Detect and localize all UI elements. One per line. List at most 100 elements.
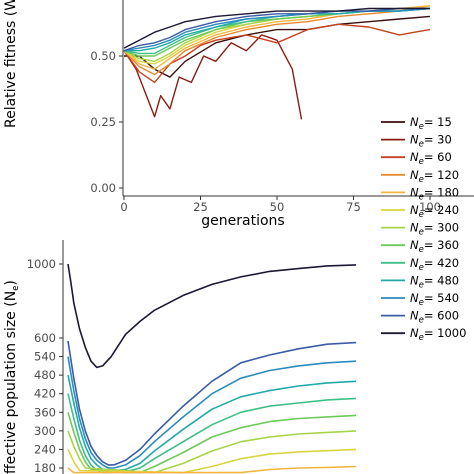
population-y-tick-label: 480	[34, 368, 56, 382]
legend-label-prefix: N	[410, 133, 419, 147]
legend-label-prefix: N	[410, 203, 419, 217]
fitness-series-line-3	[123, 5, 431, 76]
population-y-tick-label: 300	[34, 424, 56, 438]
population-y-tick-label: 360	[34, 405, 56, 419]
population-y-axis-label-text: ffective population size (N	[3, 291, 19, 474]
legend-label-prefix: N	[410, 326, 419, 340]
legend-label-sub: e	[419, 192, 424, 202]
legend-label-sub: e	[419, 175, 424, 185]
fitness-series-line-11	[123, 7, 430, 52]
fitness-x-tick-label: 0	[120, 200, 127, 214]
fitness-x-tick-label: 100	[419, 200, 441, 214]
legend-label-prefix: N	[410, 291, 419, 305]
legend-label-value: = 540	[424, 291, 459, 305]
fitness-y-axis-label: Relative fitness (W	[3, 0, 19, 128]
population-series-line-1	[67, 340, 357, 466]
legend-label: Ne= 600	[410, 309, 459, 326]
legend-label-value: = 120	[424, 168, 459, 182]
population-series-line-7	[67, 448, 357, 474]
legend-label-value: = 300	[424, 221, 459, 235]
legend-label-value: = 420	[424, 256, 459, 270]
fitness-y-tick-label: 0.50	[90, 49, 116, 63]
fitness-series-group	[123, 5, 431, 120]
legend-item: Ne= 540	[381, 291, 459, 308]
legend-label-value: = 360	[424, 238, 459, 252]
legend-item: Ne= 60	[381, 150, 452, 167]
legend-label-prefix: N	[410, 115, 419, 129]
population-y-tick-label: 1000	[27, 257, 56, 271]
legend-item: Ne= 180	[381, 185, 459, 202]
population-y-tick-label: 600	[34, 331, 56, 345]
fitness-series-line-0	[124, 15, 431, 78]
fitness-series-line-1	[123, 34, 303, 120]
legend-label-sub: e	[419, 122, 424, 132]
population-series-line-8	[67, 465, 357, 474]
population-y-tick-label: 240	[34, 442, 56, 456]
legend-label-sub: e	[419, 263, 424, 273]
population-y-tick-label: 420	[34, 387, 56, 401]
legend-label-value: = 15	[424, 115, 452, 129]
legend-label-prefix: N	[410, 221, 419, 235]
legend-label-value: = 480	[424, 273, 459, 287]
legend-label-sub: e	[419, 228, 424, 238]
legend-label-prefix: N	[410, 168, 419, 182]
legend-label-sub: e	[419, 140, 424, 150]
legend-item: Ne= 600	[381, 309, 459, 326]
fitness-x-ticks: 0 25 50 75 100	[120, 196, 441, 214]
legend-label-prefix: N	[410, 238, 419, 252]
population-panel: 1000 600 540 480 420 360 300 240 180 ffective po…	[3, 240, 357, 474]
legend-label-prefix: N	[410, 185, 419, 199]
legend-label-sub: e	[419, 245, 424, 255]
legend-item: Ne= 1000	[381, 326, 466, 343]
legend-label: Ne= 540	[410, 291, 459, 308]
legend-item: Ne= 480	[381, 273, 459, 290]
legend-label: Ne= 15	[410, 115, 452, 132]
legend-item: Ne= 120	[381, 168, 459, 185]
legend-label: Ne= 360	[410, 238, 459, 255]
legend-label: Ne= 420	[410, 256, 459, 273]
legend-label-prefix: N	[410, 256, 419, 270]
population-y-axis-label: ffective population size (Ne)	[3, 280, 21, 474]
population-series-line-0	[67, 263, 357, 369]
legend-item: Ne= 15	[381, 115, 452, 132]
fitness-x-tick-label: 75	[346, 200, 361, 214]
population-series-line-3	[67, 374, 357, 472]
legend-label: Ne= 1000	[410, 326, 466, 343]
fitness-x-tick-label: 25	[193, 200, 208, 214]
legend-item: Ne= 240	[381, 203, 459, 220]
legend-label-sub: e	[419, 333, 424, 343]
fitness-y-axis-label-text: Relative fitness (W	[3, 0, 19, 128]
legend-label-value: = 600	[424, 309, 459, 323]
legend-label-sub: e	[419, 210, 424, 220]
fitness-series-line-12	[123, 7, 430, 49]
legend-label-value: = 240	[424, 203, 459, 217]
fitness-series-line-2	[123, 23, 431, 84]
legend-label: Ne= 60	[410, 150, 452, 167]
legend-item: Ne= 300	[381, 221, 459, 238]
legend-label-value: = 1000	[424, 326, 467, 340]
population-y-ticks: 1000 600 540 480 420 360 300 240 180	[27, 257, 63, 474]
fitness-y-ticks: 0.00 0.25 0.50	[90, 49, 123, 195]
population-series-line-6	[67, 430, 357, 474]
fitness-panel: 0.00 0.25 0.50 0 25 50 75 100 generations Rela…	[3, 0, 474, 229]
legend-item: Ne= 420	[381, 256, 459, 273]
fitness-y-tick-label: 0.00	[90, 181, 116, 195]
legend-label-value: = 60	[424, 150, 452, 164]
population-series-line-5	[67, 412, 357, 474]
legend-label: Ne= 120	[410, 168, 459, 185]
fitness-x-axis-label: generations	[201, 213, 284, 229]
legend-label-sub: e	[419, 298, 424, 308]
legend-label: Ne= 30	[410, 133, 452, 150]
population-y-axis-label-close: )	[3, 280, 19, 285]
population-series-group	[67, 263, 357, 474]
legend-label: Ne= 180	[410, 185, 459, 202]
fitness-x-tick-label: 50	[270, 200, 285, 214]
population-y-tick-label: 180	[34, 461, 56, 474]
fitness-series-line-7	[123, 7, 431, 57]
population-y-tick-label: 540	[34, 350, 56, 364]
legend-item: Ne= 30	[381, 133, 452, 150]
legend-label: Ne= 480	[410, 273, 459, 290]
legend-label-sub: e	[419, 157, 424, 167]
